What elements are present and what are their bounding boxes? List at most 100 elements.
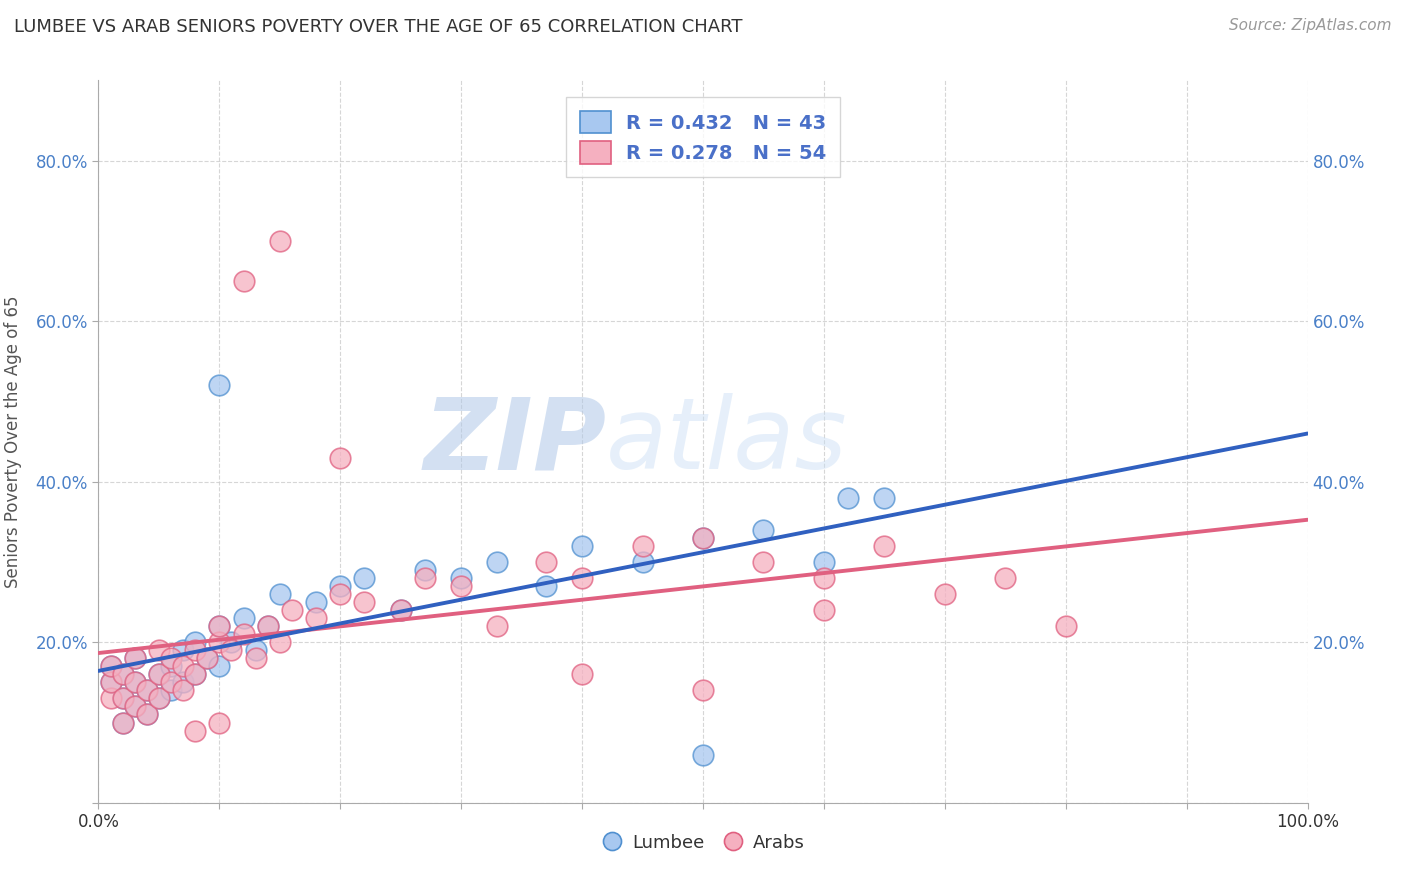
Point — [571, 571, 593, 585]
Point — [256, 619, 278, 633]
Point — [752, 555, 775, 569]
Point — [160, 659, 183, 673]
Point — [221, 643, 243, 657]
Point — [692, 531, 714, 545]
Point — [124, 675, 146, 690]
Point — [305, 611, 328, 625]
Point — [160, 683, 183, 698]
Text: ZIP: ZIP — [423, 393, 606, 490]
Point — [269, 635, 291, 649]
Point — [100, 675, 122, 690]
Point — [208, 635, 231, 649]
Point — [148, 667, 170, 681]
Point — [994, 571, 1017, 585]
Point — [389, 603, 412, 617]
Point — [232, 611, 254, 625]
Point — [413, 571, 436, 585]
Point — [160, 651, 183, 665]
Point — [245, 651, 267, 665]
Point — [172, 643, 194, 657]
Point — [692, 747, 714, 762]
Point — [184, 635, 207, 649]
Point — [148, 667, 170, 681]
Point — [195, 651, 218, 665]
Point — [148, 691, 170, 706]
Point — [100, 675, 122, 690]
Y-axis label: Seniors Poverty Over the Age of 65: Seniors Poverty Over the Age of 65 — [4, 295, 21, 588]
Point — [413, 563, 436, 577]
Point — [873, 539, 896, 553]
Point — [353, 595, 375, 609]
Point — [208, 659, 231, 673]
Point — [124, 675, 146, 690]
Point — [534, 579, 557, 593]
Point — [135, 707, 157, 722]
Text: LUMBEE VS ARAB SENIORS POVERTY OVER THE AGE OF 65 CORRELATION CHART: LUMBEE VS ARAB SENIORS POVERTY OVER THE … — [14, 18, 742, 36]
Point — [450, 579, 472, 593]
Point — [692, 683, 714, 698]
Point — [148, 643, 170, 657]
Point — [269, 234, 291, 248]
Point — [631, 539, 654, 553]
Point — [353, 571, 375, 585]
Point — [111, 691, 134, 706]
Point — [692, 531, 714, 545]
Point — [148, 691, 170, 706]
Point — [269, 587, 291, 601]
Point — [100, 659, 122, 673]
Point — [100, 659, 122, 673]
Point — [329, 450, 352, 465]
Point — [184, 643, 207, 657]
Text: atlas: atlas — [606, 393, 848, 490]
Point — [329, 587, 352, 601]
Point — [124, 651, 146, 665]
Point — [208, 619, 231, 633]
Legend: Lumbee, Arabs: Lumbee, Arabs — [593, 826, 813, 859]
Point — [111, 715, 134, 730]
Point — [813, 555, 835, 569]
Point — [124, 699, 146, 714]
Point — [135, 683, 157, 698]
Point — [184, 667, 207, 681]
Point — [172, 683, 194, 698]
Point — [837, 491, 859, 505]
Point — [534, 555, 557, 569]
Point — [486, 619, 509, 633]
Point — [1054, 619, 1077, 633]
Point — [124, 699, 146, 714]
Point — [111, 667, 134, 681]
Point — [232, 627, 254, 641]
Point — [450, 571, 472, 585]
Point — [195, 651, 218, 665]
Point — [160, 675, 183, 690]
Point — [631, 555, 654, 569]
Point — [486, 555, 509, 569]
Point — [111, 691, 134, 706]
Point — [172, 659, 194, 673]
Point — [172, 675, 194, 690]
Point — [184, 723, 207, 738]
Point — [873, 491, 896, 505]
Point — [184, 667, 207, 681]
Point — [208, 619, 231, 633]
Point — [571, 539, 593, 553]
Point — [124, 651, 146, 665]
Point — [135, 707, 157, 722]
Point — [208, 378, 231, 392]
Point — [305, 595, 328, 609]
Point — [389, 603, 412, 617]
Point — [208, 715, 231, 730]
Point — [281, 603, 304, 617]
Point — [100, 691, 122, 706]
Point — [221, 635, 243, 649]
Point — [256, 619, 278, 633]
Point — [135, 683, 157, 698]
Point — [245, 643, 267, 657]
Point — [111, 715, 134, 730]
Point — [571, 667, 593, 681]
Point — [813, 571, 835, 585]
Point — [111, 667, 134, 681]
Point — [329, 579, 352, 593]
Point — [813, 603, 835, 617]
Point — [934, 587, 956, 601]
